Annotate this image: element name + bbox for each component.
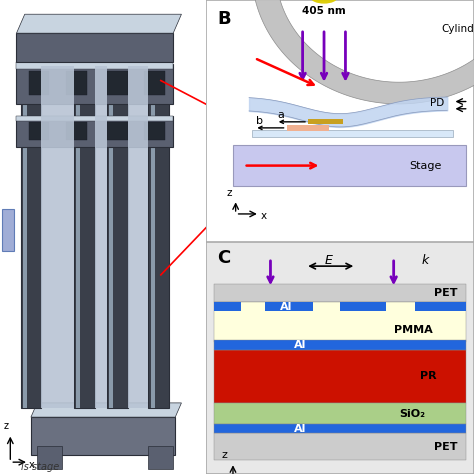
Text: z: z bbox=[226, 188, 232, 198]
FancyBboxPatch shape bbox=[206, 0, 474, 242]
Text: Al: Al bbox=[294, 340, 306, 350]
Text: SiO₂: SiO₂ bbox=[399, 409, 425, 419]
FancyBboxPatch shape bbox=[23, 66, 27, 408]
FancyBboxPatch shape bbox=[214, 433, 466, 460]
FancyBboxPatch shape bbox=[29, 122, 49, 140]
FancyBboxPatch shape bbox=[74, 66, 95, 408]
FancyBboxPatch shape bbox=[340, 302, 386, 311]
FancyBboxPatch shape bbox=[17, 64, 173, 104]
FancyBboxPatch shape bbox=[206, 242, 474, 474]
Text: Al: Al bbox=[280, 302, 293, 312]
Text: B: B bbox=[217, 9, 230, 27]
Text: PET: PET bbox=[434, 442, 457, 452]
FancyBboxPatch shape bbox=[214, 350, 466, 403]
FancyBboxPatch shape bbox=[17, 62, 173, 69]
FancyBboxPatch shape bbox=[41, 66, 74, 408]
FancyBboxPatch shape bbox=[144, 122, 165, 140]
FancyBboxPatch shape bbox=[252, 130, 453, 137]
Text: z: z bbox=[4, 421, 9, 431]
FancyBboxPatch shape bbox=[128, 66, 148, 408]
Text: x: x bbox=[261, 210, 267, 220]
FancyBboxPatch shape bbox=[265, 302, 313, 311]
Text: $E$: $E$ bbox=[324, 254, 334, 267]
Text: Stage: Stage bbox=[410, 161, 442, 171]
FancyBboxPatch shape bbox=[17, 116, 173, 147]
FancyBboxPatch shape bbox=[214, 302, 241, 311]
FancyBboxPatch shape bbox=[109, 66, 113, 408]
Polygon shape bbox=[17, 14, 182, 33]
FancyBboxPatch shape bbox=[148, 66, 169, 408]
FancyBboxPatch shape bbox=[2, 209, 14, 251]
FancyBboxPatch shape bbox=[95, 66, 107, 408]
Text: z: z bbox=[222, 450, 228, 460]
Text: a: a bbox=[277, 109, 284, 119]
FancyBboxPatch shape bbox=[29, 71, 49, 95]
FancyBboxPatch shape bbox=[21, 66, 41, 408]
Text: PMMA: PMMA bbox=[393, 325, 432, 335]
Text: PD: PD bbox=[430, 98, 445, 108]
FancyBboxPatch shape bbox=[214, 283, 466, 302]
FancyBboxPatch shape bbox=[17, 116, 173, 121]
Text: x: x bbox=[29, 460, 35, 471]
Ellipse shape bbox=[310, 0, 337, 4]
FancyBboxPatch shape bbox=[214, 302, 466, 342]
FancyBboxPatch shape bbox=[214, 424, 466, 433]
FancyBboxPatch shape bbox=[286, 125, 329, 130]
FancyBboxPatch shape bbox=[107, 71, 128, 95]
Text: is stage: is stage bbox=[21, 462, 59, 472]
Text: C: C bbox=[217, 249, 230, 267]
FancyBboxPatch shape bbox=[214, 403, 466, 424]
Polygon shape bbox=[31, 403, 182, 417]
FancyBboxPatch shape bbox=[37, 446, 62, 469]
FancyBboxPatch shape bbox=[233, 145, 466, 186]
FancyBboxPatch shape bbox=[415, 302, 466, 311]
Text: 405 nm: 405 nm bbox=[302, 6, 346, 16]
Polygon shape bbox=[254, 0, 474, 104]
FancyBboxPatch shape bbox=[17, 33, 173, 62]
FancyBboxPatch shape bbox=[66, 122, 87, 140]
FancyBboxPatch shape bbox=[107, 66, 128, 408]
FancyBboxPatch shape bbox=[76, 66, 81, 408]
FancyBboxPatch shape bbox=[214, 340, 466, 350]
Text: PET: PET bbox=[434, 288, 457, 298]
Text: Al: Al bbox=[294, 424, 306, 434]
FancyBboxPatch shape bbox=[66, 71, 87, 95]
FancyBboxPatch shape bbox=[144, 71, 165, 95]
FancyBboxPatch shape bbox=[148, 446, 173, 469]
FancyBboxPatch shape bbox=[107, 122, 128, 140]
Text: Cylind: Cylind bbox=[442, 24, 474, 34]
Text: b: b bbox=[256, 116, 263, 126]
FancyBboxPatch shape bbox=[31, 417, 175, 455]
Text: $k$: $k$ bbox=[421, 253, 430, 267]
FancyBboxPatch shape bbox=[308, 119, 343, 125]
Text: PR: PR bbox=[420, 372, 437, 382]
FancyBboxPatch shape bbox=[151, 66, 155, 408]
